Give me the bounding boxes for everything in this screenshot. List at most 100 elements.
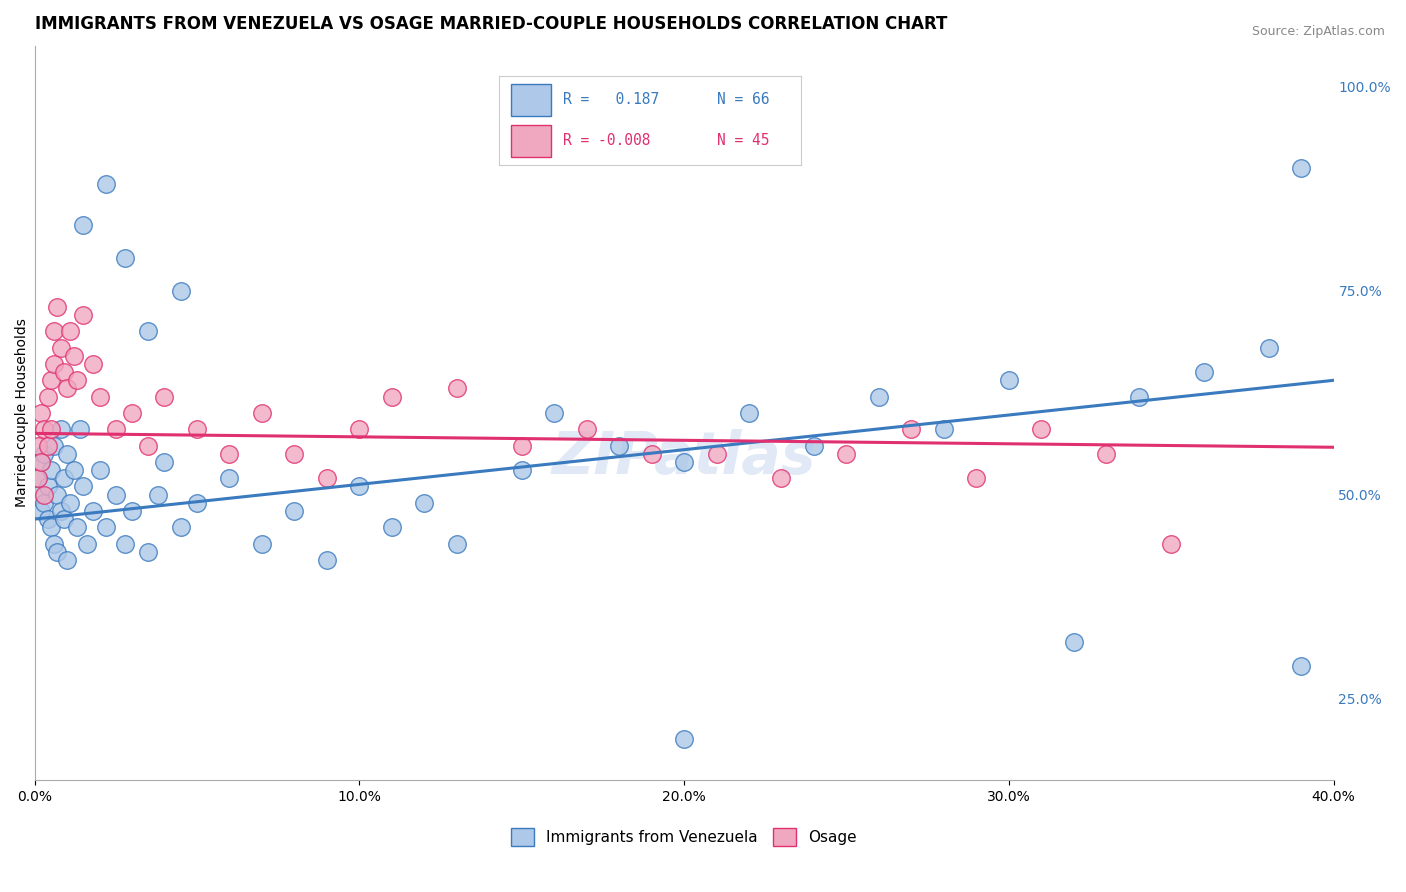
Text: N = 45: N = 45: [717, 134, 769, 148]
Point: [136, 439, 159, 453]
Point: [30, 504, 52, 518]
Point: [114, 536, 136, 550]
Point: [94, 178, 117, 192]
Point: [37, 479, 59, 493]
Point: [59, 324, 82, 338]
Point: [104, 487, 127, 501]
Point: [56, 382, 79, 396]
Point: [39, 422, 62, 436]
Point: [42, 439, 65, 453]
Point: [932, 422, 955, 436]
Point: [76, 536, 98, 550]
Point: [1128, 390, 1150, 404]
Point: [30, 455, 52, 469]
Point: [104, 422, 127, 436]
Point: [39, 373, 62, 387]
Point: [706, 447, 728, 461]
Point: [46, 545, 69, 559]
Point: [121, 504, 143, 518]
Point: [52, 365, 75, 379]
Point: [153, 455, 176, 469]
Point: [673, 732, 696, 747]
Point: [34, 422, 56, 436]
Point: [640, 447, 662, 461]
Point: [803, 439, 825, 453]
Point: [56, 553, 79, 567]
Point: [94, 520, 117, 534]
Point: [49, 422, 72, 436]
Point: [30, 455, 52, 469]
Point: [575, 422, 598, 436]
Point: [1289, 659, 1312, 673]
Point: [34, 487, 56, 501]
Point: [170, 520, 193, 534]
Point: [89, 390, 111, 404]
Point: [218, 447, 240, 461]
Point: [381, 520, 404, 534]
Point: [146, 487, 169, 501]
Point: [37, 512, 59, 526]
Point: [868, 390, 890, 404]
Point: [37, 390, 59, 404]
Point: [62, 463, 84, 477]
Point: [66, 373, 89, 387]
Point: [46, 487, 69, 501]
Point: [42, 357, 65, 371]
Point: [413, 496, 436, 510]
Point: [446, 382, 468, 396]
Point: [1257, 341, 1279, 355]
Bar: [512, 84, 551, 116]
Point: [59, 496, 82, 510]
Point: [72, 308, 94, 322]
Point: [34, 496, 56, 510]
Point: [900, 422, 922, 436]
Point: [315, 553, 337, 567]
Y-axis label: Married-couple Households: Married-couple Households: [15, 318, 30, 508]
Point: [72, 219, 94, 233]
Text: N = 66: N = 66: [717, 93, 769, 107]
Point: [39, 520, 62, 534]
Point: [283, 447, 305, 461]
Point: [153, 390, 176, 404]
Point: [218, 471, 240, 485]
Point: [49, 341, 72, 355]
Point: [39, 463, 62, 477]
Point: [37, 439, 59, 453]
Point: [30, 406, 52, 420]
Point: [1063, 634, 1085, 648]
Point: [82, 504, 104, 518]
Point: [69, 422, 91, 436]
Text: IMMIGRANTS FROM VENEZUELA VS OSAGE MARRIED-COUPLE HOUSEHOLDS CORRELATION CHART: IMMIGRANTS FROM VENEZUELA VS OSAGE MARRI…: [35, 15, 946, 33]
Point: [738, 406, 761, 420]
Point: [1289, 161, 1312, 175]
Point: [27, 487, 49, 501]
Point: [349, 422, 371, 436]
Point: [42, 536, 65, 550]
Point: [1095, 447, 1118, 461]
Point: [52, 512, 75, 526]
Text: Source: ZipAtlas.com: Source: ZipAtlas.com: [1251, 25, 1385, 38]
Point: [62, 349, 84, 363]
Point: [27, 471, 49, 485]
Point: [89, 463, 111, 477]
Point: [835, 447, 858, 461]
Point: [673, 455, 696, 469]
Point: [49, 504, 72, 518]
Text: R =   0.187: R = 0.187: [562, 93, 659, 107]
Point: [72, 479, 94, 493]
Point: [82, 357, 104, 371]
Point: [510, 439, 533, 453]
Point: [965, 471, 987, 485]
Point: [186, 422, 208, 436]
Point: [46, 300, 69, 314]
Point: [283, 504, 305, 518]
Point: [114, 251, 136, 265]
Point: [136, 545, 159, 559]
Point: [27, 471, 49, 485]
Point: [250, 536, 273, 550]
Point: [56, 447, 79, 461]
Point: [510, 463, 533, 477]
Point: [543, 406, 565, 420]
Point: [250, 406, 273, 420]
Legend: Immigrants from Venezuela, Osage: Immigrants from Venezuela, Osage: [512, 829, 856, 847]
